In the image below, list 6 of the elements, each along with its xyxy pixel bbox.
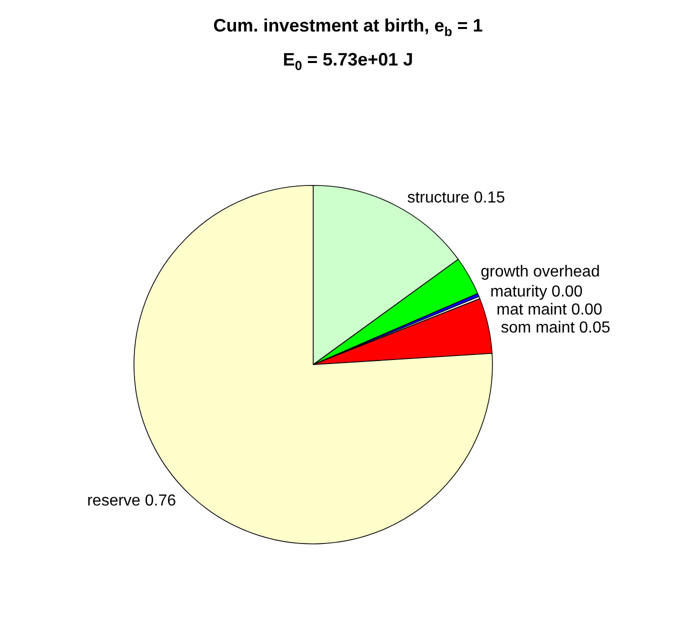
slice-label: som maint 0.05 <box>500 319 610 336</box>
slice-label: mat maint 0.00 <box>496 301 602 318</box>
slice-label: maturity 0.00 <box>490 283 583 300</box>
slice-label: structure 0.15 <box>407 189 506 206</box>
slice-label: reserve 0.76 <box>87 492 176 510</box>
slice-label: growth overhead <box>480 263 600 280</box>
